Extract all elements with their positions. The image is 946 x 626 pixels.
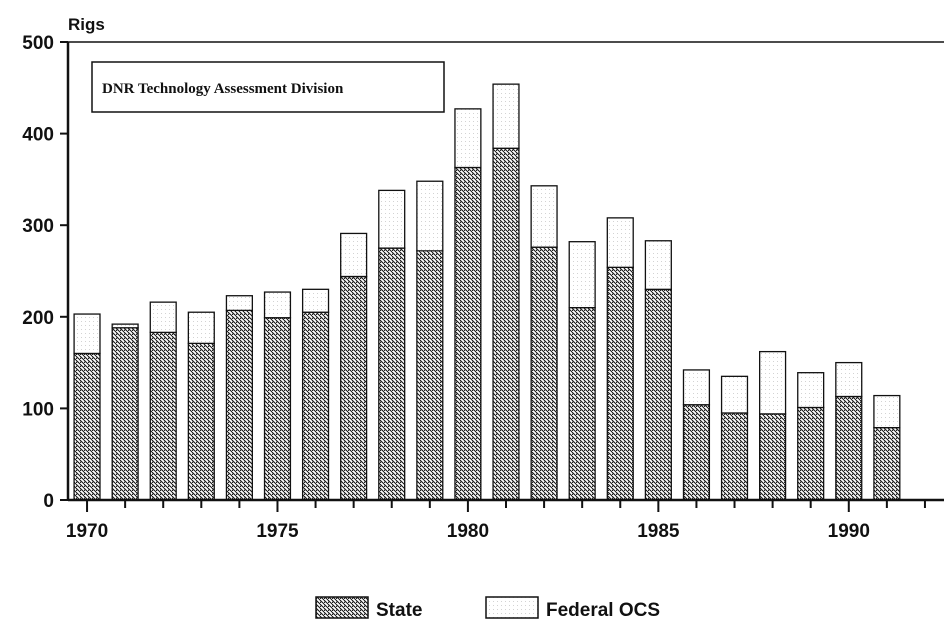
bar-state-1976 xyxy=(301,311,330,501)
bar-state-1978 xyxy=(378,247,406,501)
annotation-text: DNR Technology Assessment Division xyxy=(102,81,344,97)
x-tick-label: 1970 xyxy=(66,521,108,542)
bar-federal-ocs-1986 xyxy=(682,369,711,406)
bar-federal-ocs-1982 xyxy=(530,185,558,248)
bar-federal-ocs-1979 xyxy=(416,180,444,252)
bar-state-1977 xyxy=(340,275,368,501)
bar-federal-ocs-1974 xyxy=(225,295,253,312)
bar-state-1974 xyxy=(225,309,253,501)
bar-federal-ocs-1989 xyxy=(797,372,825,409)
bar-state-1984 xyxy=(606,266,634,501)
bar-federal-ocs-1970 xyxy=(73,313,101,355)
x-tick-label: 1980 xyxy=(447,521,489,542)
bar-state-1986 xyxy=(682,404,711,501)
bar-state-1985 xyxy=(644,288,672,501)
x-tick-label: 1985 xyxy=(637,521,680,542)
bar-federal-ocs-1991 xyxy=(873,394,901,429)
bar-federal-ocs-1987 xyxy=(720,375,749,414)
y-tick-label: 300 xyxy=(22,216,54,237)
legend-label-federal-ocs: Federal OCS xyxy=(546,600,660,621)
bars-group xyxy=(73,83,901,501)
y-tick-label: 0 xyxy=(43,491,54,512)
bar-federal-ocs-1971 xyxy=(111,323,139,329)
y-tick-label: 500 xyxy=(22,33,54,54)
bar-federal-ocs-1978 xyxy=(378,189,406,249)
bar-state-1981 xyxy=(492,147,520,501)
bar-federal-ocs-1975 xyxy=(263,291,292,319)
legend-swatch-federal-ocs xyxy=(485,596,539,619)
bar-federal-ocs-1973 xyxy=(187,311,215,345)
bar-state-1975 xyxy=(263,317,292,501)
bar-state-1989 xyxy=(797,406,825,501)
bar-federal-ocs-1977 xyxy=(340,232,368,278)
bar-federal-ocs-1990 xyxy=(835,361,863,398)
plot-area: 0 100 200 300 400 500 1970 1975 1980 1985 1990 xyxy=(22,33,944,542)
bar-state-1987 xyxy=(720,412,749,501)
bar-state-1979 xyxy=(416,250,444,501)
bar-federal-ocs-1980 xyxy=(454,108,482,169)
bar-state-1988 xyxy=(759,413,787,501)
legend-label-state: State xyxy=(376,600,422,621)
bar-state-1990 xyxy=(835,395,863,501)
bar-state-1991 xyxy=(873,426,901,501)
bar-state-1972 xyxy=(149,331,177,501)
bar-state-1970 xyxy=(73,352,101,501)
bar-federal-ocs-1983 xyxy=(568,241,596,309)
bar-federal-ocs-1981 xyxy=(492,83,520,149)
bar-state-1973 xyxy=(187,342,215,501)
y-axis-title: Rigs xyxy=(68,15,105,34)
annotation-box: DNR Technology Assessment Division xyxy=(91,61,445,113)
bar-federal-ocs-1984 xyxy=(606,217,634,268)
x-tick-label: 1990 xyxy=(828,521,870,542)
legend-swatch-state xyxy=(315,596,369,619)
y-tick-label: 400 xyxy=(22,125,54,146)
bar-state-1982 xyxy=(530,246,558,501)
x-tick-label: 1975 xyxy=(256,521,299,542)
bar-state-1971 xyxy=(111,327,139,501)
y-tick-label: 100 xyxy=(22,399,54,420)
y-tick-label: 200 xyxy=(22,308,54,329)
bar-state-1983 xyxy=(568,306,596,501)
x-ticks: 1970 1975 1980 1985 1990 xyxy=(66,500,926,542)
bar-state-1980 xyxy=(454,166,482,501)
bar-federal-ocs-1972 xyxy=(149,301,177,334)
y-ticks: 0 100 200 300 400 500 xyxy=(22,33,68,512)
bar-federal-ocs-1988 xyxy=(759,350,787,415)
legend: State Federal OCS xyxy=(315,596,660,621)
bar-federal-ocs-1976 xyxy=(301,288,330,313)
bar-federal-ocs-1985 xyxy=(644,240,672,290)
